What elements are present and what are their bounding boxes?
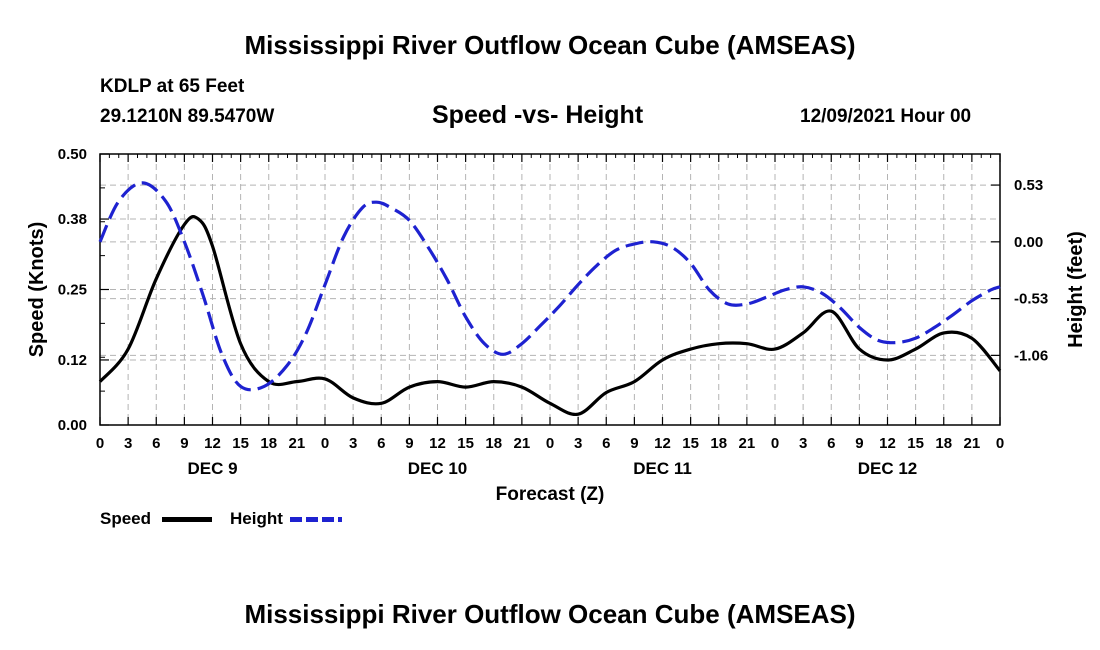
x-tick-label: 15 xyxy=(907,435,924,452)
y-left-tick-label: 0.50 xyxy=(58,146,87,163)
series-line-height xyxy=(98,181,1001,392)
day-label: DEC 9 xyxy=(187,459,237,478)
y-left-tick-label: 0.25 xyxy=(58,282,87,299)
x-axis-label: Forecast (Z) xyxy=(496,484,605,505)
x-tick-label: 21 xyxy=(739,435,756,452)
y-right-tick-label: -0.53 xyxy=(1014,291,1048,308)
day-label: DEC 10 xyxy=(408,459,468,478)
y-right-tick-label: -1.06 xyxy=(1014,347,1048,364)
footer-title: Mississippi River Outflow Ocean Cube (AM… xyxy=(244,599,856,629)
x-tick-label: 6 xyxy=(377,435,385,452)
x-tick-label: 18 xyxy=(710,435,727,452)
series-line-speed xyxy=(98,214,1002,417)
x-tick-label: 3 xyxy=(799,435,807,452)
y-left-axis-label: Speed (Knots) xyxy=(26,222,48,358)
x-tick-label: 0 xyxy=(96,435,104,452)
y-right-axis-label: Height (feet) xyxy=(1065,231,1087,348)
datetime-label: 12/09/2021 Hour 00 xyxy=(800,106,972,127)
x-tick-label: 0 xyxy=(321,435,329,452)
y-left-tick-label: 0.38 xyxy=(58,211,87,228)
page-title: Mississippi River Outflow Ocean Cube (AM… xyxy=(244,30,856,60)
x-tick-label: 15 xyxy=(682,435,699,452)
y-right-tick-label: 0.53 xyxy=(1014,177,1043,194)
x-tick-label: 0 xyxy=(771,435,779,452)
station-label: KDLP at 65 Feet xyxy=(100,76,245,97)
x-tick-label: 3 xyxy=(124,435,132,452)
legend-height-label: Height xyxy=(230,509,283,528)
x-tick-label: 15 xyxy=(457,435,474,452)
day-label: DEC 11 xyxy=(633,459,692,478)
x-tick-label: 18 xyxy=(260,435,277,452)
legend-height-swatch xyxy=(290,517,342,522)
x-tick-label: 9 xyxy=(855,435,863,452)
x-tick-label: 12 xyxy=(204,435,221,452)
x-tick-label: 12 xyxy=(879,435,896,452)
x-tick-label: 9 xyxy=(630,435,638,452)
x-tick-label: 9 xyxy=(405,435,413,452)
y-right-tick-label: 0.00 xyxy=(1014,234,1043,251)
legend-speed-swatch xyxy=(162,517,212,522)
x-tick-label: 21 xyxy=(514,435,531,452)
x-tick-label: 12 xyxy=(429,435,446,452)
coordinates-label: 29.1210N 89.5470W xyxy=(100,106,275,127)
legend-speed-label: Speed xyxy=(100,509,152,528)
x-tick-label: 6 xyxy=(602,435,610,452)
x-tick-label: 6 xyxy=(152,435,160,452)
speed-height-chart: 0 3 6 9 12 15 18 21 0 3 6 9 12 15 18 21 0 3 6 9 12 15 18 21 0 3 6 9… xyxy=(26,146,1087,505)
x-tick-label: 6 xyxy=(827,435,835,452)
x-tick-label: 18 xyxy=(935,435,952,452)
x-tick-label: 0 xyxy=(996,435,1004,452)
x-tick-label: 15 xyxy=(232,435,249,452)
x-tick-label: 12 xyxy=(654,435,671,452)
x-tick-label: 3 xyxy=(349,435,357,452)
y-left-tick-label: 0.00 xyxy=(58,417,87,434)
x-tick-label: 3 xyxy=(574,435,582,452)
y-left-tick-label: 0.12 xyxy=(58,352,87,369)
day-label: DEC 12 xyxy=(858,459,918,478)
plot-title: Speed -vs- Height xyxy=(432,101,644,129)
x-tick-label: 18 xyxy=(485,435,502,452)
x-tick-label: 21 xyxy=(289,435,306,452)
x-tick-label: 21 xyxy=(964,435,981,452)
x-tick-label: 0 xyxy=(546,435,554,452)
x-tick-label: 9 xyxy=(180,435,188,452)
